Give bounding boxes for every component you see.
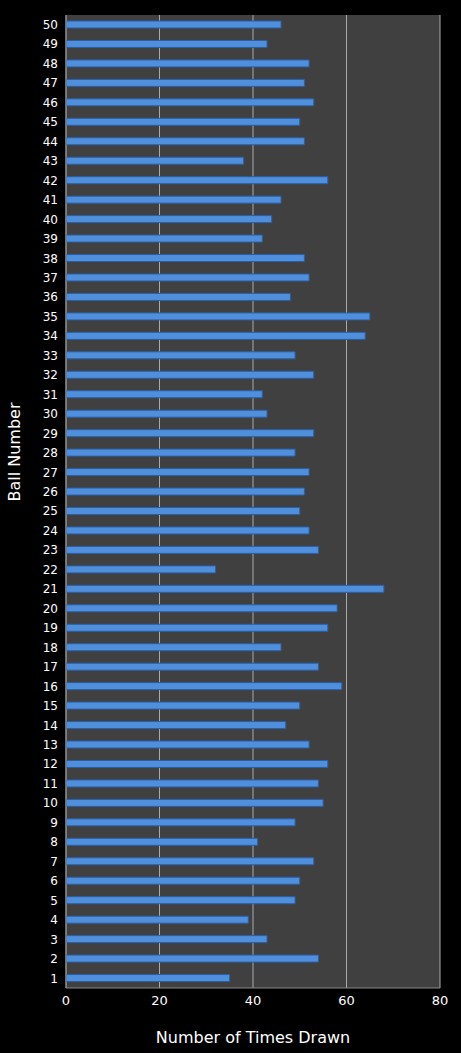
svg-text:42: 42	[43, 174, 58, 188]
svg-text:30: 30	[43, 407, 58, 421]
svg-text:41: 41	[43, 193, 58, 207]
svg-text:19: 19	[43, 621, 58, 635]
svg-text:37: 37	[43, 271, 58, 285]
svg-text:16: 16	[43, 680, 58, 694]
svg-text:Number of Times Drawn: Number of Times Drawn	[156, 1028, 350, 1047]
svg-text:29: 29	[43, 427, 58, 441]
svg-text:39: 39	[43, 232, 58, 246]
svg-text:46: 46	[43, 96, 58, 110]
svg-text:10: 10	[43, 796, 58, 810]
svg-text:Ball Number: Ball Number	[8, 402, 24, 501]
svg-text:14: 14	[43, 719, 58, 733]
svg-text:3: 3	[50, 933, 58, 947]
svg-text:0: 0	[62, 993, 70, 1008]
svg-text:4: 4	[50, 913, 58, 927]
svg-text:50: 50	[43, 18, 58, 32]
svg-text:43: 43	[43, 154, 58, 168]
svg-text:36: 36	[43, 290, 58, 304]
svg-text:47: 47	[43, 76, 58, 90]
svg-text:35: 35	[43, 310, 58, 324]
svg-text:38: 38	[43, 252, 58, 266]
svg-text:20: 20	[43, 602, 58, 616]
svg-text:28: 28	[43, 446, 58, 460]
svg-text:40: 40	[43, 213, 58, 227]
svg-text:13: 13	[43, 738, 58, 752]
svg-text:24: 24	[43, 524, 58, 538]
svg-text:8: 8	[50, 835, 58, 849]
svg-text:22: 22	[43, 563, 58, 577]
svg-text:25: 25	[43, 504, 58, 518]
svg-text:31: 31	[43, 388, 58, 402]
svg-text:7: 7	[50, 855, 58, 869]
svg-text:49: 49	[43, 37, 58, 51]
svg-text:21: 21	[43, 582, 58, 596]
svg-text:60: 60	[338, 993, 355, 1008]
svg-text:12: 12	[43, 757, 58, 771]
svg-text:15: 15	[43, 699, 58, 713]
svg-text:11: 11	[43, 777, 58, 791]
svg-text:5: 5	[50, 894, 58, 908]
svg-text:6: 6	[50, 874, 58, 888]
svg-text:23: 23	[43, 543, 58, 557]
svg-text:27: 27	[43, 466, 58, 480]
svg-text:20: 20	[151, 993, 168, 1008]
svg-text:44: 44	[43, 135, 58, 149]
svg-text:48: 48	[43, 57, 58, 71]
svg-text:32: 32	[43, 368, 58, 382]
svg-text:18: 18	[43, 641, 58, 655]
svg-text:45: 45	[43, 115, 58, 129]
svg-text:17: 17	[43, 660, 58, 674]
svg-text:33: 33	[43, 349, 58, 363]
svg-text:26: 26	[43, 485, 58, 499]
svg-text:9: 9	[50, 816, 58, 830]
svg-text:2: 2	[50, 952, 58, 966]
svg-text:40: 40	[245, 993, 262, 1008]
svg-text:34: 34	[43, 329, 58, 343]
svg-text:80: 80	[432, 993, 449, 1008]
svg-text:1: 1	[50, 972, 58, 986]
